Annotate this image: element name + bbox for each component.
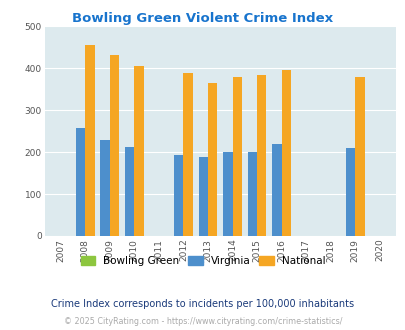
Bar (223, 152, 232, 236)
Bar (247, 152, 256, 236)
Bar (256, 75, 266, 236)
Bar (207, 82, 217, 236)
Bar (134, 66, 143, 236)
Text: © 2025 CityRating.com - https://www.cityrating.com/crime-statistics/: © 2025 CityRating.com - https://www.city… (64, 317, 341, 326)
Bar (76, 128, 85, 236)
Bar (272, 144, 281, 236)
Legend: Bowling Green, Virginia, National: Bowling Green, Virginia, National (76, 252, 329, 270)
Bar (281, 70, 290, 236)
Bar (109, 55, 119, 236)
Text: Crime Index corresponds to incidents per 100,000 inhabitants: Crime Index corresponds to incidents per… (51, 299, 354, 309)
Text: Bowling Green Violent Crime Index: Bowling Green Violent Crime Index (72, 12, 333, 24)
Bar (125, 147, 134, 236)
Bar (198, 157, 207, 236)
Bar (345, 148, 354, 236)
Bar (100, 140, 109, 236)
Bar (354, 77, 364, 236)
Bar (85, 45, 94, 236)
Bar (174, 155, 183, 236)
Bar (183, 73, 192, 236)
Bar (232, 77, 241, 236)
